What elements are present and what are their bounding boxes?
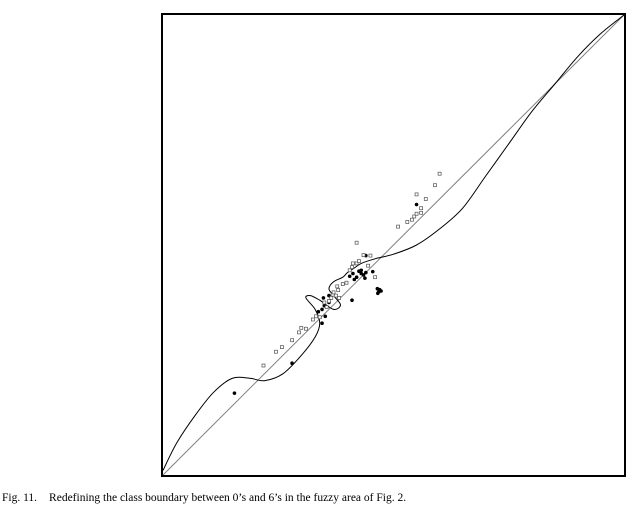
open-point [304, 326, 308, 331]
open-point [396, 224, 400, 229]
open-point [433, 183, 437, 188]
filled-point [350, 298, 354, 303]
filled-point [363, 276, 367, 280]
open-point [414, 192, 419, 197]
open-point [419, 206, 424, 211]
filled-point [361, 273, 366, 277]
filled-point [320, 307, 324, 312]
filled-point [232, 391, 237, 395]
open-point [361, 253, 366, 257]
open-point [350, 265, 354, 269]
open-point [290, 338, 294, 343]
filled-point [357, 269, 361, 274]
open-point [336, 288, 341, 292]
open-point [437, 171, 442, 176]
filled-point [414, 202, 419, 207]
filled-point [323, 314, 328, 319]
open-point [412, 214, 417, 219]
open-point [331, 290, 336, 295]
open-point [347, 268, 352, 273]
diagonal-line [162, 14, 625, 476]
figure-plot [161, 13, 626, 477]
filled-point [379, 289, 383, 293]
open-point [351, 261, 355, 266]
open-point [299, 325, 304, 330]
open-point [324, 305, 329, 309]
open-point [297, 330, 301, 335]
open-point [410, 217, 414, 222]
open-point [344, 280, 349, 285]
open-point [419, 210, 424, 215]
open-point [373, 275, 377, 280]
open-point [337, 296, 341, 300]
figure-caption: Fig. 11. Redefining the class boundary be… [2, 492, 406, 504]
open-point [335, 284, 340, 289]
open-point [340, 282, 345, 286]
filled-point [316, 309, 321, 314]
caption-label: Fig. 11. [2, 492, 38, 504]
open-point [414, 211, 419, 216]
open-point [354, 261, 359, 266]
filled-point [352, 277, 357, 282]
filled-point [370, 269, 375, 274]
open-point [366, 263, 370, 268]
open-point [314, 314, 318, 319]
open-point [368, 253, 373, 258]
open-point [322, 300, 327, 305]
filled-point [351, 271, 355, 276]
filled-point [364, 270, 368, 275]
open-point [310, 317, 315, 322]
open-point [317, 315, 322, 320]
filled-point [347, 274, 352, 279]
open-point [334, 293, 338, 298]
open-point [405, 220, 410, 224]
open-point [261, 363, 266, 368]
filled-point [376, 291, 380, 296]
filled-point [290, 361, 294, 366]
open-point [357, 259, 361, 263]
filled-point [320, 321, 324, 326]
open-point [280, 345, 284, 349]
filled-point [354, 275, 359, 280]
filled-point [321, 296, 326, 300]
boundary-curve [162, 14, 625, 471]
plot-area [162, 14, 625, 476]
open-point [423, 197, 428, 201]
open-point [274, 349, 278, 354]
open-point [354, 240, 359, 245]
caption-text: Redefining the class boundary between 0’… [49, 492, 407, 504]
open-point [327, 299, 331, 303]
open-point [329, 296, 334, 300]
